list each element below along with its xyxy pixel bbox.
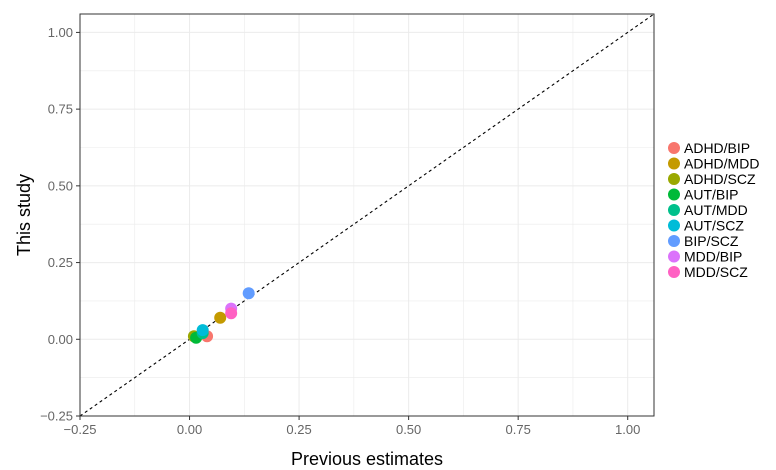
legend-label: AUT/SCZ: [684, 218, 744, 234]
legend-label: ADHD/SCZ: [684, 171, 756, 187]
data-point-adhd-mdd: [214, 311, 227, 324]
legend-key-aut-bip: [668, 188, 680, 201]
y-axis-title: This study: [14, 174, 34, 256]
y-tick-label: 0.50: [48, 178, 73, 193]
plot-panel-border: [79, 13, 655, 417]
legend-key-bip-scz: [668, 235, 680, 247]
y-tick-label: 0.25: [48, 255, 73, 270]
x-tick-label: 0.75: [506, 422, 531, 437]
x-axis-title: Previous estimates: [291, 449, 443, 469]
y-axis-ticks: −0.25 0.00 0.25 0.50 0.75 1.00: [40, 25, 80, 424]
legend-key-adhd-bip: [668, 142, 680, 154]
y-tick-label: 0.75: [48, 102, 73, 117]
legend-label: MDD/SCZ: [684, 264, 748, 280]
y-tick-label: 1.00: [48, 25, 73, 40]
points: [187, 287, 255, 344]
legend-key-aut-mdd: [668, 204, 680, 216]
legend: ADHD/BIPADHD/MDDADHD/SCZAUT/BIPAUT/MDDAU…: [668, 140, 759, 280]
legend-label: BIP/SCZ: [684, 233, 739, 249]
legend-key-adhd-mdd: [668, 157, 680, 170]
x-tick-label: 0.25: [286, 422, 311, 437]
reference-line-layer: [79, 13, 655, 417]
x-tick-label: 1.00: [615, 422, 640, 437]
legend-label: AUT/MDD: [684, 202, 748, 218]
y-tick-label: −0.25: [40, 409, 73, 424]
y-tick-label: 0.00: [48, 332, 73, 347]
legend-label: ADHD/BIP: [684, 140, 750, 156]
data-point-mdd-scz: [225, 307, 238, 320]
legend-label: AUT/BIP: [684, 187, 738, 203]
x-axis-ticks: −0.25 0.00 0.25 0.50 0.75 1.00: [64, 416, 640, 437]
data-point-aut-scz: [196, 324, 209, 337]
x-tick-label: 0.00: [177, 422, 202, 437]
legend-key-aut-scz: [668, 219, 680, 232]
legend-key-mdd-scz: [668, 266, 680, 278]
x-tick-label: −0.25: [64, 422, 97, 437]
legend-key-adhd-scz: [668, 173, 680, 185]
data-point-bip-scz: [242, 287, 255, 300]
x-tick-label: 0.50: [396, 422, 421, 437]
grid: [79, 14, 654, 417]
legend-label: ADHD/MDD: [684, 156, 759, 172]
identity-reference-line: [79, 13, 655, 417]
legend-label: MDD/BIP: [684, 249, 742, 265]
legend-key-mdd-bip: [668, 250, 680, 263]
